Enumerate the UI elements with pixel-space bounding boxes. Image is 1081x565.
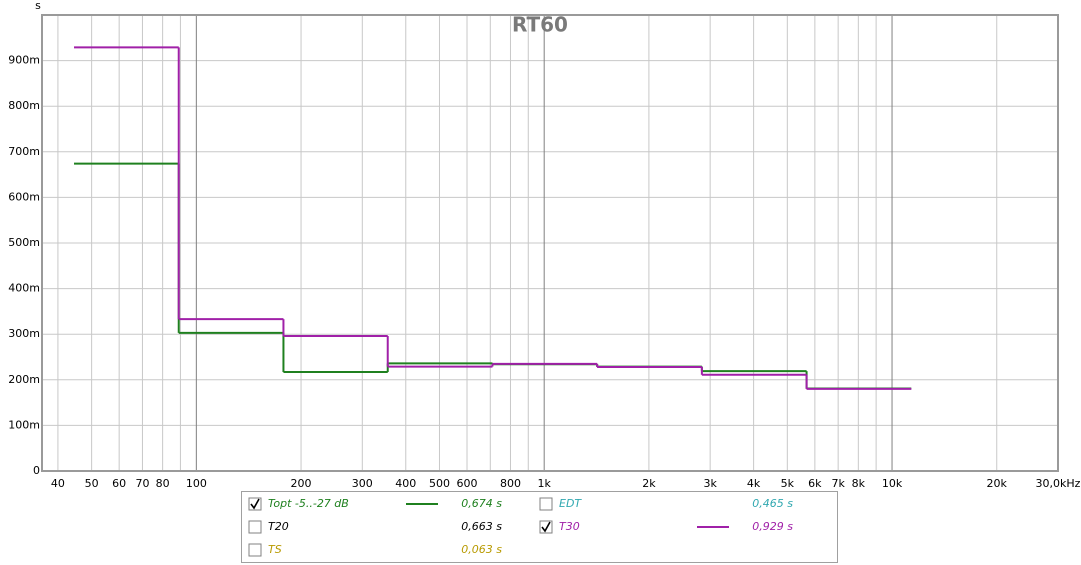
x-tick-label: 500	[429, 477, 450, 490]
y-tick-label: 700m	[8, 145, 40, 158]
legend-readout: 0,465 s	[752, 497, 793, 510]
x-tick-label: 1k	[537, 477, 551, 490]
y-tick-label: 800m	[8, 99, 40, 112]
chart-title: RT60	[512, 13, 568, 37]
x-tick-label: 10k	[882, 477, 903, 490]
x-tick-label: 200	[291, 477, 312, 490]
x-tick-label: 7k	[831, 477, 845, 490]
legend-label: T30	[559, 520, 580, 533]
x-tick-label: 5k	[781, 477, 795, 490]
series	[74, 46, 912, 390]
legend-label: Topt -5..-27 dB	[268, 497, 349, 510]
plot-border	[41, 14, 1059, 472]
x-tick-label: 80	[156, 477, 170, 490]
x-tick-label: 40	[51, 477, 65, 490]
legend-checkbox[interactable]	[248, 543, 262, 557]
x-tick-label: 100	[186, 477, 207, 490]
x-tick-label: 4k	[747, 477, 761, 490]
legend-readout: 0,063 s	[461, 543, 502, 556]
x-tick-label: 8k	[852, 477, 866, 490]
check-mark	[541, 521, 551, 533]
x-tick-label: 400	[395, 477, 416, 490]
x-tick-label: 6k	[808, 477, 822, 490]
legend-readout: 0,663 s	[461, 520, 502, 533]
x-tick-label: 3k	[703, 477, 717, 490]
x-tick-label: 30,0kHz	[1036, 477, 1081, 490]
legend-label: T20	[268, 520, 289, 533]
x-tick-label: 300	[352, 477, 373, 490]
y-tick-label: 400m	[8, 282, 40, 295]
x-tick-label: 70	[135, 477, 149, 490]
y-tick-label: 500m	[8, 236, 40, 249]
y-tick-label: 200m	[8, 373, 40, 386]
x-tick-label: 20k	[987, 477, 1008, 490]
x-tick-label: 600	[457, 477, 478, 490]
y-tick-label: 100m	[8, 418, 40, 431]
y-tick-label: 300m	[8, 327, 40, 340]
x-tick-label: 50	[85, 477, 99, 490]
x-tick-label: 800	[500, 477, 521, 490]
legend-readout: 0,929 s	[752, 520, 793, 533]
legend-readout: 0,674 s	[461, 497, 502, 510]
check-mark	[250, 498, 260, 510]
legend-checkbox[interactable]	[248, 520, 262, 534]
x-tick-label: 60	[112, 477, 126, 490]
y-tick-label: 900m	[8, 54, 40, 67]
legend-label: EDT	[559, 497, 582, 510]
y-tick-label: 0	[33, 464, 40, 477]
y-tick-label: 600m	[8, 190, 40, 203]
x-tick-label: 2k	[642, 477, 656, 490]
legend-label: TS	[268, 543, 282, 556]
legend-checkbox[interactable]	[539, 497, 553, 511]
y-unit: s	[35, 0, 41, 12]
